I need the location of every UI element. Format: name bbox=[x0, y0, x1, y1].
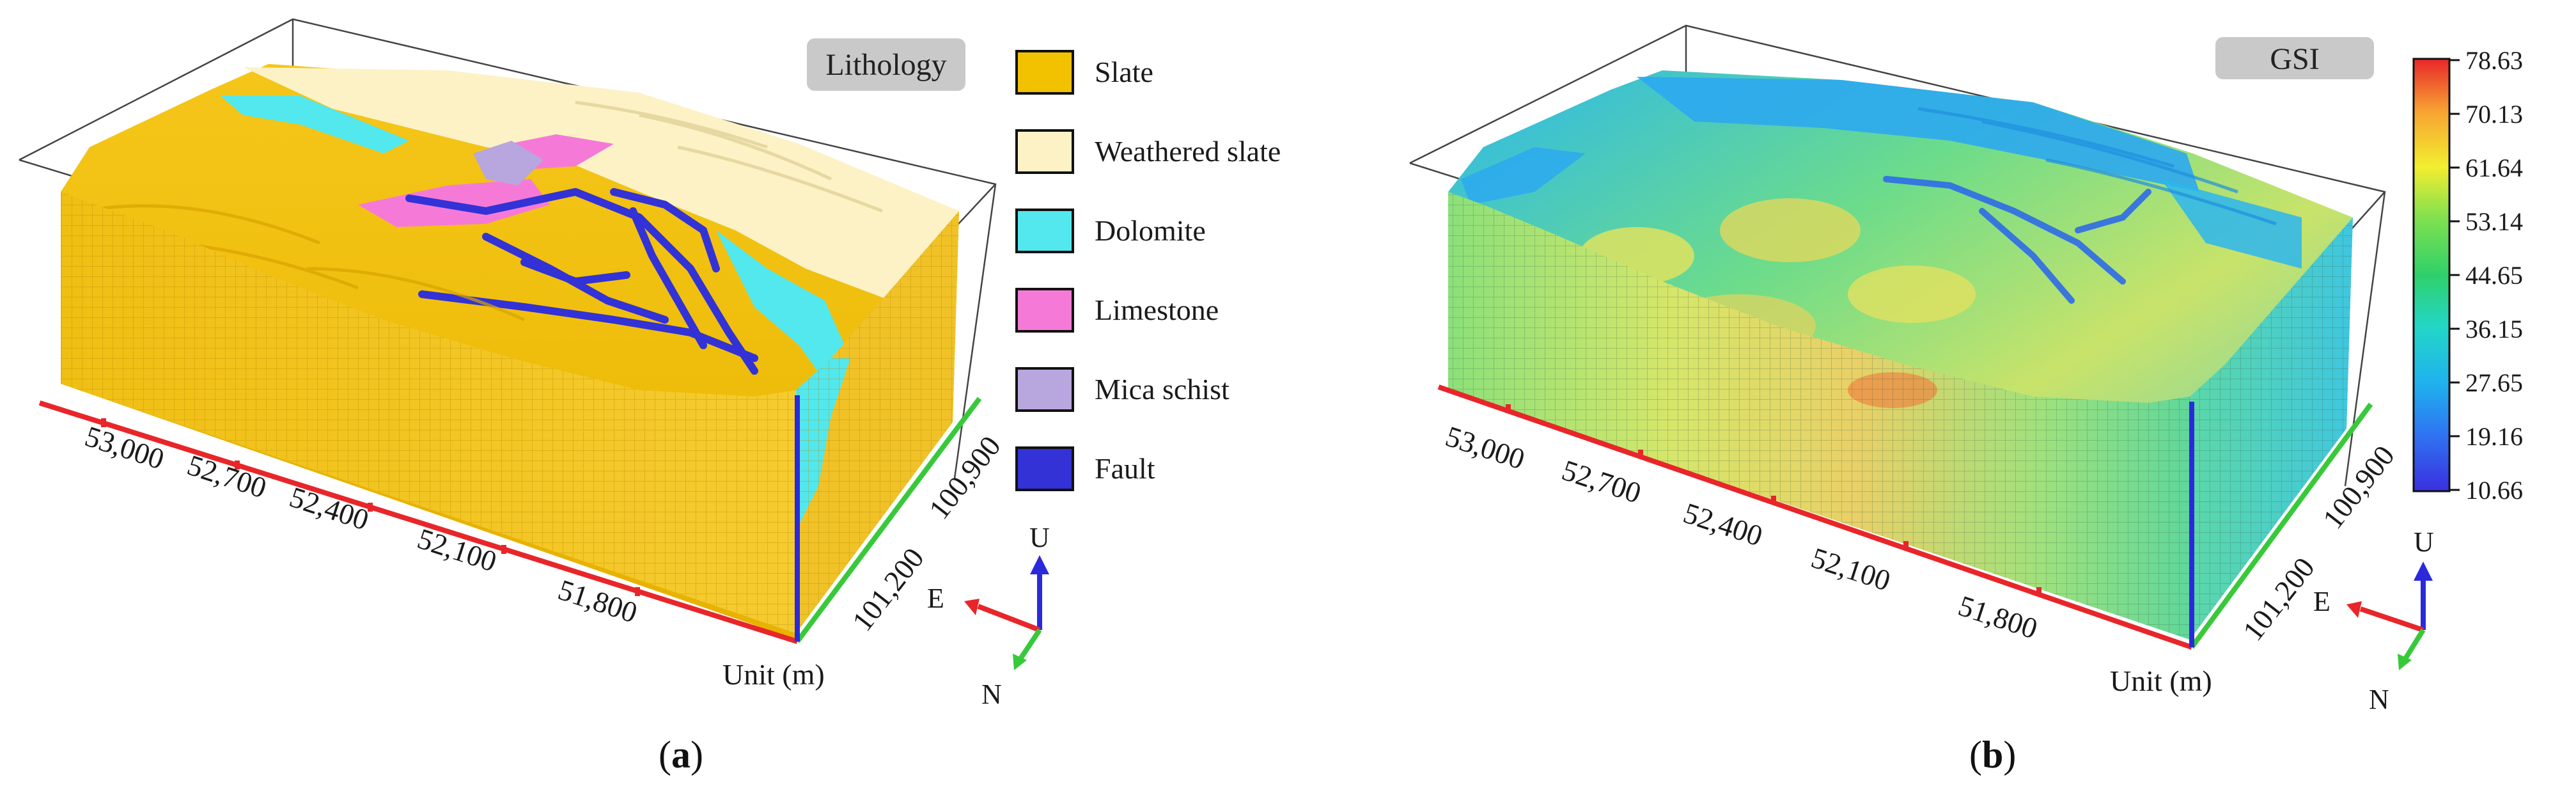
colorbar-tick-label: 36.15 bbox=[2465, 315, 2523, 343]
lithology-badge: Lithology bbox=[807, 38, 965, 91]
colorbar-tick-label: 27.65 bbox=[2465, 368, 2523, 397]
legend-label: Limestone bbox=[1095, 294, 1219, 326]
legend-swatch bbox=[1015, 50, 1074, 95]
legend-label: Dolomite bbox=[1095, 214, 1206, 247]
legend-item-slate: Slate bbox=[1015, 50, 1153, 95]
compass-east-label: E bbox=[927, 583, 944, 614]
orientation-compass: U E N bbox=[2313, 526, 2434, 715]
colorbar-tick-label: 70.13 bbox=[2465, 100, 2523, 129]
unit-label: Unit (m) bbox=[722, 658, 825, 691]
legend-swatch bbox=[1015, 367, 1074, 412]
badge-text: Lithology bbox=[825, 48, 946, 82]
gsi-badge: GSI bbox=[2215, 37, 2374, 79]
gsi-model bbox=[1448, 70, 2353, 640]
legend-item-weathered-slate: Weathered slate bbox=[1015, 129, 1281, 174]
lithology-model bbox=[61, 64, 959, 640]
x-tick-label: 51,800 bbox=[1955, 589, 2041, 645]
legend-swatch bbox=[1015, 129, 1074, 174]
legend-item-fault: Fault bbox=[1015, 446, 1155, 491]
legend-label: Mica schist bbox=[1095, 373, 1229, 405]
colorbar-tick-label: 10.66 bbox=[2465, 476, 2523, 505]
compass-north-label: N bbox=[981, 679, 1002, 710]
y-axis bbox=[2189, 402, 2373, 649]
y-axis bbox=[795, 397, 982, 643]
legend: Slate Weathered slate Dolomite Limestone… bbox=[1015, 50, 1281, 491]
x-tick-label: 52,400 bbox=[286, 480, 373, 537]
x-tick-label: 51,800 bbox=[554, 573, 641, 629]
panel-b: 53,000 52,700 52,400 52,100 51,800 100,9… bbox=[1409, 24, 2523, 776]
panel-a: 53,000 52,700 52,400 52,100 51,800 100,9… bbox=[19, 18, 1281, 776]
compass-up-label: U bbox=[1029, 522, 1050, 553]
gsi-colorbar: 78.63 70.13 61.64 53.14 44.65 36.15 27.6… bbox=[2412, 46, 2523, 505]
colorbar-tick-label: 53.14 bbox=[2465, 207, 2523, 236]
legend-item-mica-schist: Mica schist bbox=[1015, 367, 1229, 412]
orientation-compass: U E N bbox=[927, 522, 1050, 710]
colorbar-tick-label: 44.65 bbox=[2465, 261, 2523, 290]
x-tick-label: 52,100 bbox=[1807, 541, 1894, 597]
panel-label-a: (a) bbox=[659, 734, 703, 776]
x-tick-label: 53,000 bbox=[1442, 420, 1529, 476]
x-tick-label: 52,700 bbox=[183, 448, 270, 505]
legend-swatch bbox=[1015, 288, 1074, 333]
colorbar-tick-label: 78.63 bbox=[2465, 46, 2523, 75]
legend-item-limestone: Limestone bbox=[1015, 288, 1219, 333]
colorbar-tick-label: 61.64 bbox=[2465, 153, 2523, 182]
x-axis bbox=[1437, 384, 2193, 650]
compass-east-label: E bbox=[2313, 586, 2330, 617]
panel-label-b: (b) bbox=[1969, 734, 2016, 776]
y-tick-label: 100,900 bbox=[2316, 439, 2401, 535]
badge-text: GSI bbox=[2270, 42, 2319, 76]
unit-label: Unit (m) bbox=[2110, 665, 2212, 697]
legend-swatch bbox=[1015, 446, 1074, 491]
legend-label: Weathered slate bbox=[1095, 135, 1281, 168]
legend-label: Fault bbox=[1095, 452, 1155, 485]
x-axis bbox=[38, 400, 799, 644]
x-tick-label: 52,700 bbox=[1558, 453, 1645, 510]
legend-label: Slate bbox=[1095, 56, 1153, 88]
legend-swatch bbox=[1015, 209, 1074, 253]
legend-item-dolomite: Dolomite bbox=[1015, 209, 1206, 253]
compass-north-label: N bbox=[2369, 684, 2389, 715]
compass-up-label: U bbox=[2414, 526, 2434, 558]
colorbar-tick-label: 19.16 bbox=[2465, 422, 2523, 451]
x-tick-label: 52,400 bbox=[1680, 496, 1767, 553]
